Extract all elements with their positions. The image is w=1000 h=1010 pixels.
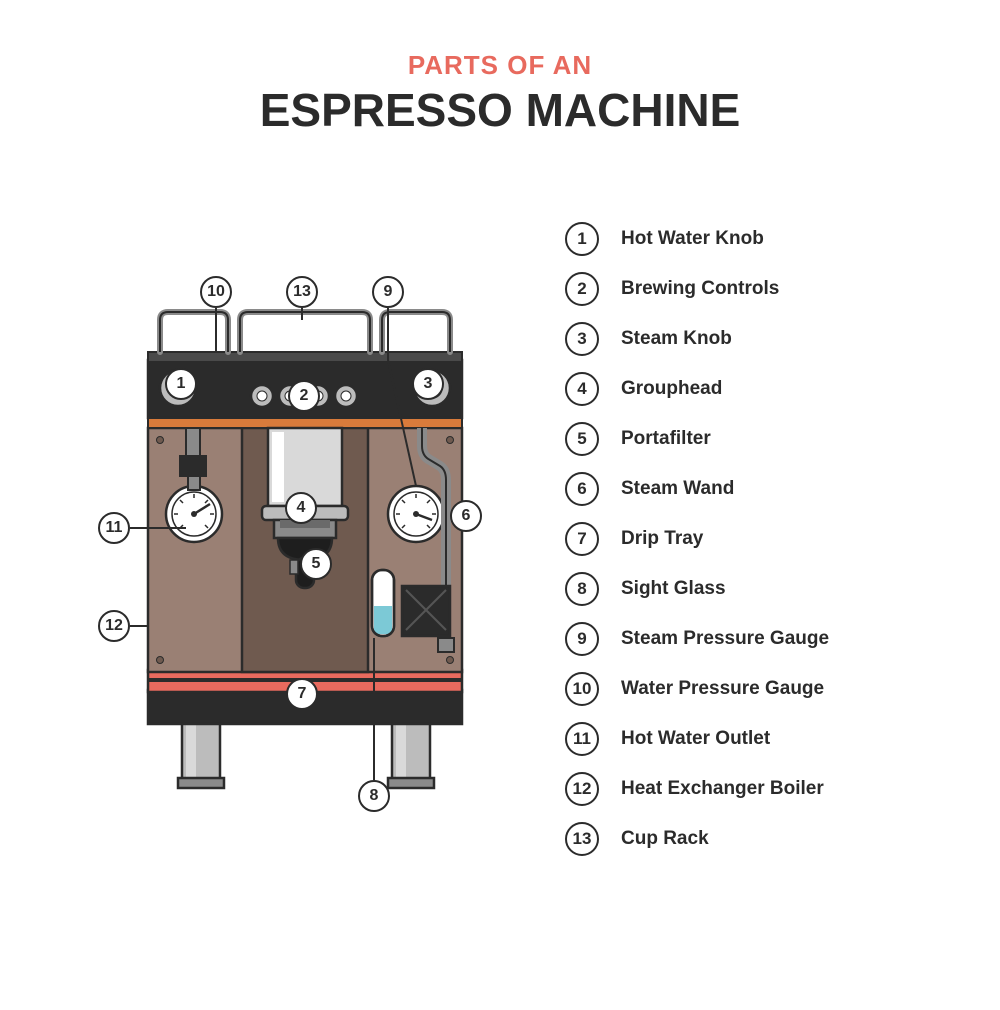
legend-number-circle: 10 — [565, 672, 599, 706]
legend-label: Hot Water Knob — [621, 228, 764, 250]
legend-number-circle: 9 — [565, 622, 599, 656]
legend-row: 6 Steam Wand — [565, 472, 829, 506]
legend-number-circle: 1 — [565, 222, 599, 256]
cup-rack — [160, 312, 450, 352]
legend-number-circle: 13 — [565, 822, 599, 856]
callout-circle: 7 — [286, 678, 318, 710]
legend-row: 10 Water Pressure Gauge — [565, 672, 829, 706]
callout-circle: 12 — [98, 610, 130, 642]
legend-label: Brewing Controls — [621, 278, 779, 300]
cup-rack-outline — [160, 312, 450, 352]
legend-row: 7 Drip Tray — [565, 522, 829, 556]
callout-circle: 3 — [412, 368, 444, 400]
legend-label: Steam Knob — [621, 328, 732, 350]
legend-label: Hot Water Outlet — [621, 728, 770, 750]
legs — [178, 720, 434, 788]
callout-circle: 9 — [372, 276, 404, 308]
callout-circle: 1 — [165, 368, 197, 400]
subtitle: PARTS OF AN — [0, 50, 1000, 81]
callout-circle: 5 — [300, 548, 332, 580]
legend-label: Drip Tray — [621, 528, 703, 550]
legend-row: 3 Steam Knob — [565, 322, 829, 356]
legend-number-circle: 6 — [565, 472, 599, 506]
legend-number-circle: 3 — [565, 322, 599, 356]
drain-box — [402, 586, 450, 636]
legend-row: 9 Steam Pressure Gauge — [565, 622, 829, 656]
legend-label: Steam Pressure Gauge — [621, 628, 829, 650]
callout-circle: 13 — [286, 276, 318, 308]
legend-label: Sight Glass — [621, 578, 726, 600]
callout-circle: 6 — [450, 500, 482, 532]
legend-label: Heat Exchanger Boiler — [621, 778, 824, 800]
infographic-root: PARTS OF AN ESPRESSO MACHINE — [0, 0, 1000, 1010]
legend-label: Water Pressure Gauge — [621, 678, 824, 700]
main-title: ESPRESSO MACHINE — [0, 83, 1000, 137]
legend-number-circle: 5 — [565, 422, 599, 456]
callout-circle: 10 — [200, 276, 232, 308]
legend-number-circle: 4 — [565, 372, 599, 406]
legend-number-circle: 7 — [565, 522, 599, 556]
hot-water-outlet — [188, 476, 200, 490]
legend-row: 2 Brewing Controls — [565, 272, 829, 306]
legend-row: 8 Sight Glass — [565, 572, 829, 606]
legend-row: 13 Cup Rack — [565, 822, 829, 856]
legend-label: Portafilter — [621, 428, 711, 450]
callout-circle: 2 — [288, 380, 320, 412]
title-block: PARTS OF AN ESPRESSO MACHINE — [0, 0, 1000, 137]
callout-circle: 11 — [98, 512, 130, 544]
callout-circle: 4 — [285, 492, 317, 524]
legend-label: Grouphead — [621, 378, 722, 400]
legend-label: Cup Rack — [621, 828, 709, 850]
sight-glass — [372, 570, 394, 636]
legend-label: Steam Wand — [621, 478, 734, 500]
legend-row: 12 Heat Exchanger Boiler — [565, 772, 829, 806]
legend-row: 5 Portafilter — [565, 422, 829, 456]
legend-number-circle: 12 — [565, 772, 599, 806]
espresso-machine-diagram: 12345678910111213 — [90, 260, 510, 860]
legend-row: 1 Hot Water Knob — [565, 222, 829, 256]
legend-row: 4 Grouphead — [565, 372, 829, 406]
steam-pressure-gauge — [388, 486, 444, 542]
legend-row: 11 Hot Water Outlet — [565, 722, 829, 756]
legend-number-circle: 8 — [565, 572, 599, 606]
parts-legend: 1 Hot Water Knob 2 Brewing Controls 3 Steam K… — [565, 222, 829, 872]
callout-circle: 8 — [358, 780, 390, 812]
legend-number-circle: 11 — [565, 722, 599, 756]
legend-number-circle: 2 — [565, 272, 599, 306]
